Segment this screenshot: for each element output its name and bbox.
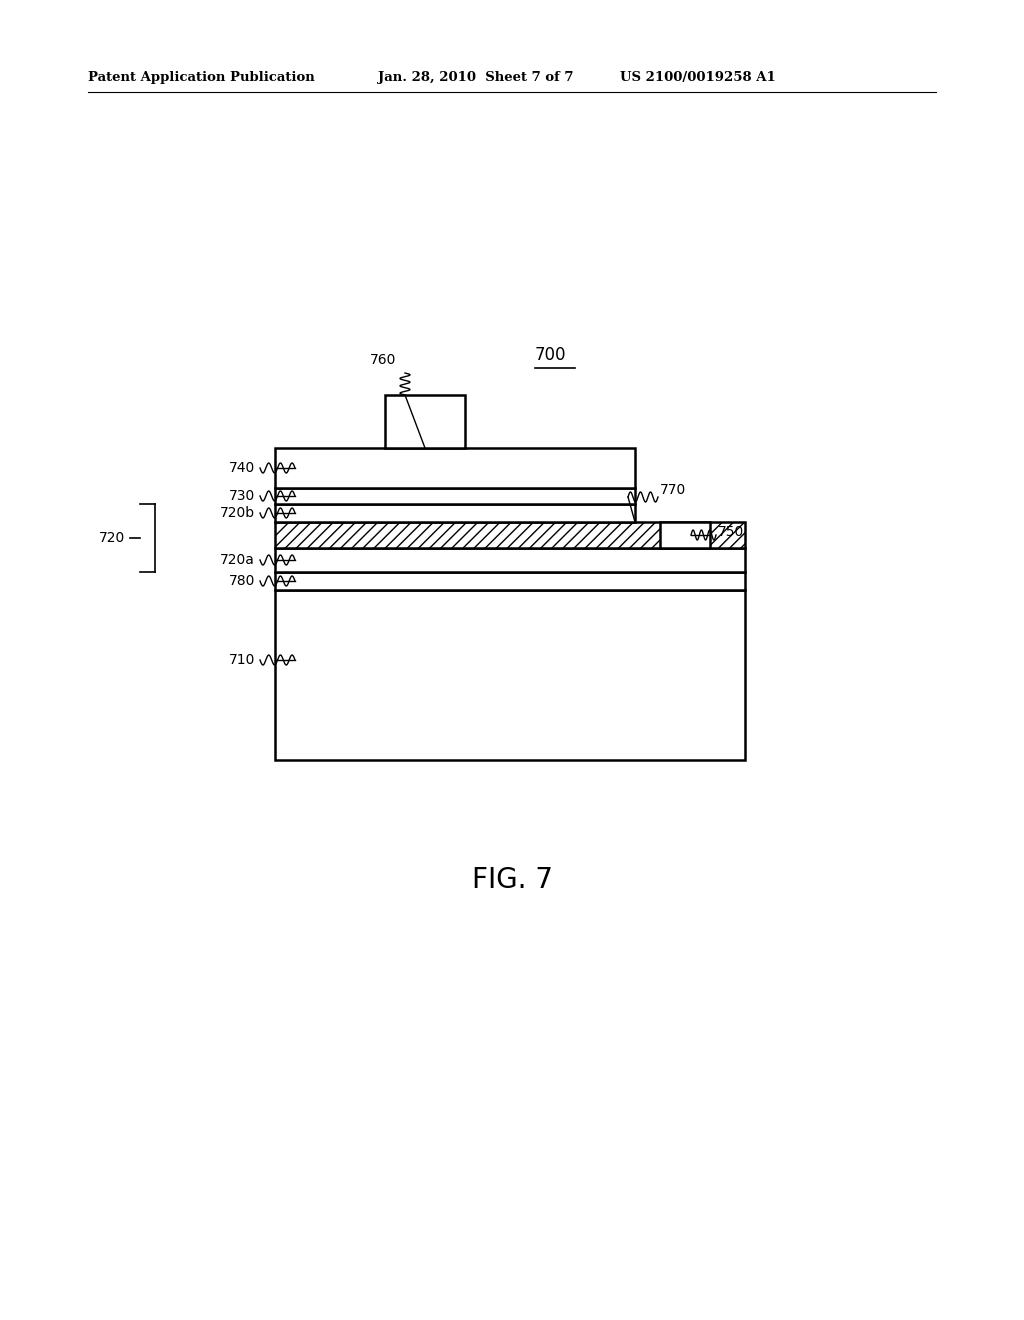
Bar: [275, 572, 745, 590]
Text: 700: 700: [535, 346, 566, 364]
Bar: [275, 590, 745, 760]
Text: 720a: 720a: [220, 553, 255, 568]
Text: Patent Application Publication: Patent Application Publication: [88, 71, 314, 84]
Text: 760: 760: [370, 352, 396, 367]
Bar: [275, 504, 635, 521]
Bar: [275, 548, 745, 572]
Bar: [275, 521, 745, 548]
Text: FIG. 7: FIG. 7: [471, 866, 553, 894]
Text: 730: 730: [228, 488, 255, 503]
Text: 750: 750: [718, 525, 744, 539]
Text: 740: 740: [228, 461, 255, 475]
Text: US 2100/0019258 A1: US 2100/0019258 A1: [620, 71, 776, 84]
Text: 720: 720: [98, 531, 125, 545]
Bar: [275, 447, 635, 488]
Text: 780: 780: [228, 574, 255, 587]
Text: Jan. 28, 2010  Sheet 7 of 7: Jan. 28, 2010 Sheet 7 of 7: [378, 71, 573, 84]
Bar: [385, 395, 465, 447]
Bar: [275, 488, 635, 504]
Text: 710: 710: [228, 653, 255, 667]
Text: 770: 770: [660, 483, 686, 498]
Bar: [660, 521, 710, 548]
Text: 720b: 720b: [220, 506, 255, 520]
